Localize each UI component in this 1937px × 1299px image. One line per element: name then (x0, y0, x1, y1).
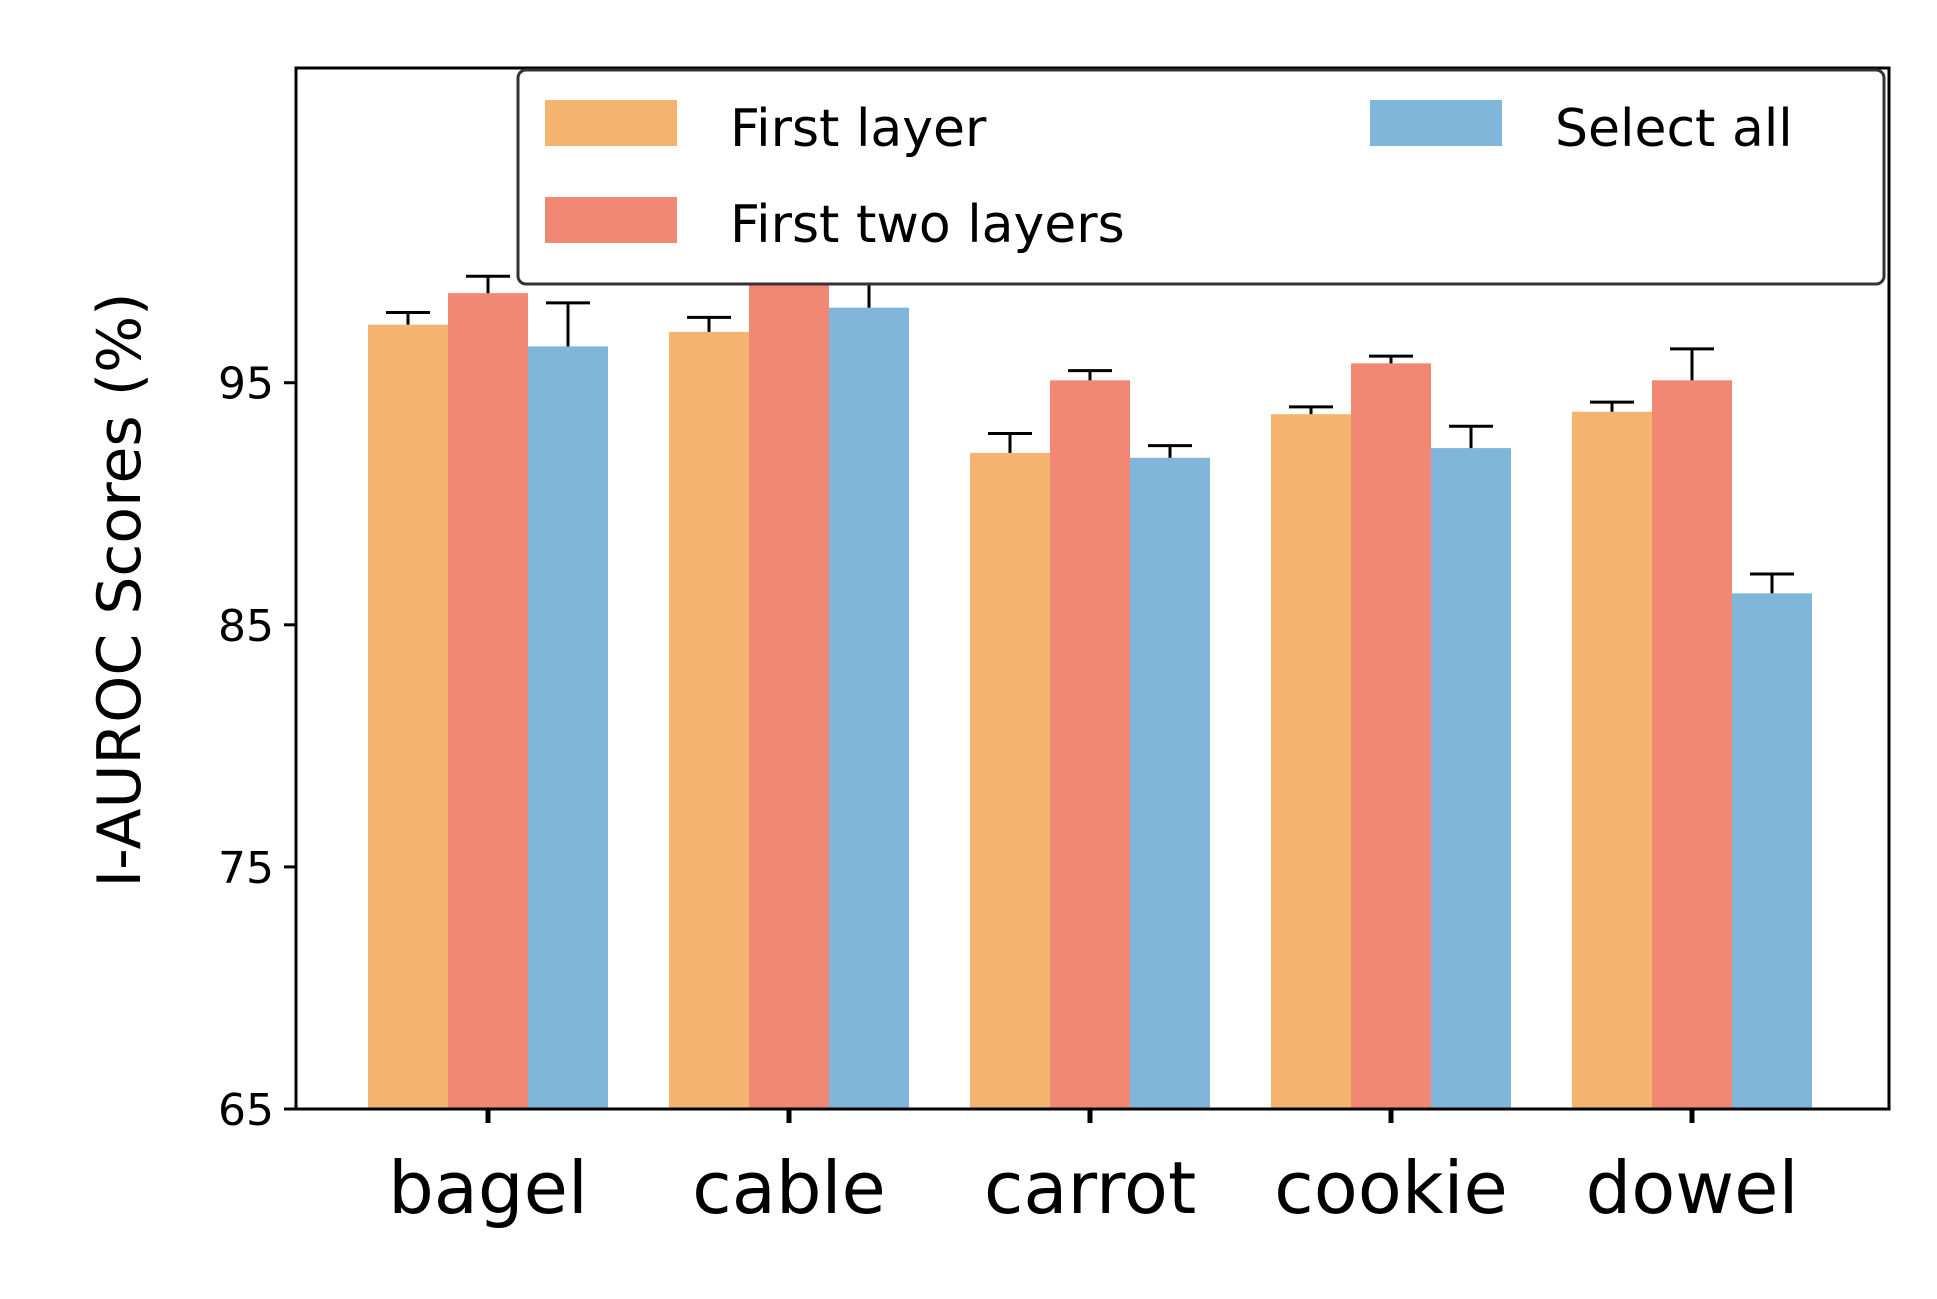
legend-label: First layer (730, 99, 987, 159)
legend-label: Select all (1555, 99, 1793, 159)
y-tick-label: 75 (218, 843, 274, 894)
y-tick-label: 95 (218, 359, 274, 410)
bar (368, 324, 448, 1109)
legend-swatch (545, 197, 677, 243)
legend-box (516, 68, 1886, 286)
bar (1732, 593, 1812, 1109)
bars-layer (368, 266, 1812, 1110)
bar (970, 452, 1050, 1109)
bar (829, 307, 909, 1109)
bar (528, 346, 608, 1109)
bar (1271, 414, 1351, 1110)
x-tick-label: carrot (984, 1146, 1196, 1230)
bar (1652, 380, 1732, 1109)
x-tick-label: dowel (1586, 1146, 1799, 1230)
legend-swatch (1370, 100, 1502, 146)
bar (1572, 411, 1652, 1109)
legend-label: First two layers (730, 195, 1125, 255)
bar (448, 293, 528, 1110)
bar (1351, 363, 1431, 1109)
legend: First layer First two layers Select all (516, 68, 1886, 286)
bar (1431, 448, 1511, 1109)
bar (1050, 380, 1130, 1109)
bar (669, 331, 749, 1109)
y-tick-label: 65 (218, 1085, 274, 1136)
legend-swatch (545, 100, 677, 146)
bar (749, 266, 829, 1110)
x-axis: bagel cable carrot cookie dowel (388, 1109, 1798, 1230)
bar (1130, 457, 1210, 1109)
x-tick-label: bagel (388, 1146, 588, 1230)
y-tick-label: 85 (218, 601, 274, 652)
x-tick-label: cookie (1274, 1146, 1508, 1230)
y-axis-title: I-AUROC Scores (%) (85, 292, 155, 887)
x-tick-label: cable (692, 1146, 886, 1230)
y-axis: 65 75 85 95 (218, 359, 296, 1136)
